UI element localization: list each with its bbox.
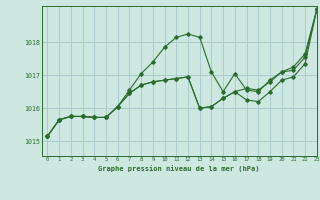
X-axis label: Graphe pression niveau de la mer (hPa): Graphe pression niveau de la mer (hPa)	[99, 165, 260, 172]
